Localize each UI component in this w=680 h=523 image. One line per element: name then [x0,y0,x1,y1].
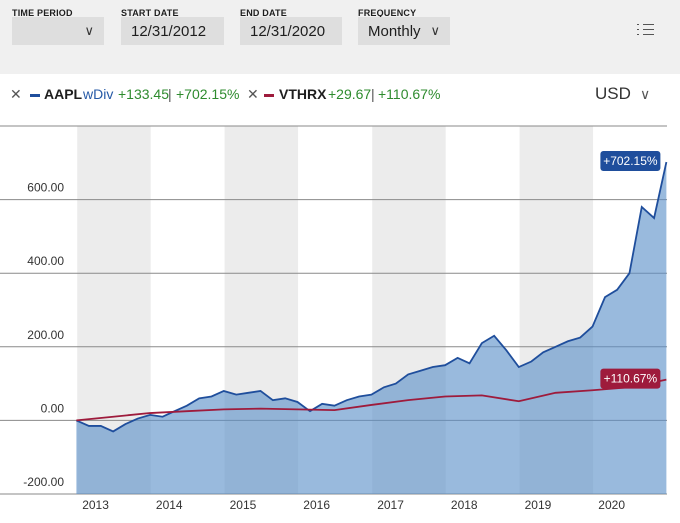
end-date-control: END DATE [240,8,287,18]
aapl-area [76,162,667,495]
vthrx-symbol: VTHRX [279,86,327,102]
aapl-modifier: wDiv [83,86,114,102]
end-date-label: END DATE [240,8,287,18]
remove-aapl-close-icon[interactable]: ✕ [10,86,22,102]
chevron-down-icon: ∨ [84,23,94,38]
vthrx-series-swatch [264,94,274,97]
currency-select[interactable]: USD [595,84,631,103]
frequency-control: FREQUENCY [358,8,416,18]
menu-dot [637,34,639,35]
aapl-end-tag [600,151,661,172]
menu-line [643,24,654,25]
time-period-control: TIME PERIOD [12,8,73,18]
vthrx-percent-change: +110.67% [378,86,441,102]
end-date-input[interactable]: 12/31/2020 [240,17,342,45]
frequency-value: Monthly [368,23,421,40]
time-period-label: TIME PERIOD [12,8,73,18]
start-date-label: START DATE [121,8,179,18]
y-tick-label: 0.00 [41,401,65,415]
vthrx-line [76,378,667,422]
aapl-symbol: AAPL [44,86,83,102]
vthrx-separator: | [371,86,375,102]
frequency-label: FREQUENCY [358,8,417,18]
chevron-down-icon: ∨ [430,23,440,38]
x-tick-label: 2015 [230,498,257,512]
x-tick-label: 2016 [303,498,330,512]
y-tick-label: 400.00 [27,254,64,268]
x-tick-label: 2018 [451,498,478,512]
y-tick-label: 200.00 [27,328,64,342]
menu-dot [637,24,639,25]
time-period-select[interactable]: ∨ [12,17,104,45]
chevron-down-icon[interactable]: ∨ [640,86,651,102]
y-tick-label: 800.00 [27,118,64,121]
end-date-value: 12/31/2020 [250,23,326,40]
x-tick-label: 2019 [525,498,552,512]
list-menu-icon[interactable] [637,22,657,38]
performance-chart: 800.00 600.00 400.00 200.00 0.00 -200.00 +702.… [0,118,668,512]
legend-row: ✕ AAPL wDiv +133.45 | +702.15% ✕ VTHRX +… [0,84,680,106]
start-date-input[interactable]: 12/31/2012 [121,17,224,45]
aapl-separator: | [168,86,172,102]
start-date-control: START DATE [121,8,179,18]
menu-dot [637,29,639,30]
vthrx-end-tag [600,368,661,389]
aapl-percent-change: +702.15% [176,86,240,102]
y-tick-label: -200.00 [23,475,64,489]
x-tick-label: 2017 [377,498,404,512]
controls-bar: TIME PERIOD ∨ START DATE 12/31/2012 END … [0,0,680,74]
aapl-series-swatch [30,94,40,97]
vthrx-end-tag-label: +110.67% [604,372,658,386]
remove-vthrx-close-icon[interactable]: ✕ [247,86,259,102]
x-tick-label: 2013 [82,498,109,512]
menu-line [643,34,654,35]
frequency-select[interactable]: Monthly ∨ [358,17,450,45]
aapl-end-tag-label: +702.15% [603,154,658,168]
y-tick-label: 600.00 [27,181,64,195]
start-date-value: 12/31/2012 [131,23,207,40]
menu-line [643,29,654,30]
aapl-change: +133.45 [118,86,169,102]
x-tick-label: 2020 [598,498,625,512]
vthrx-change: +29.67 [328,86,372,102]
x-tick-label: 2014 [156,498,183,512]
